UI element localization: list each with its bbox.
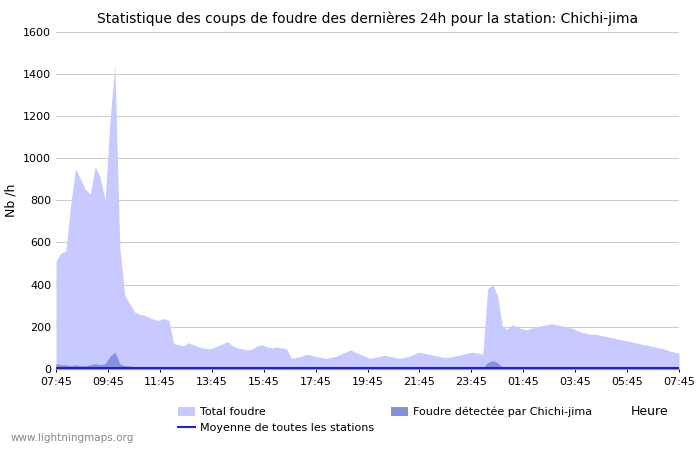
Y-axis label: Nb /h: Nb /h [4, 184, 18, 217]
Legend: Total foudre, Moyenne de toutes les stations, Foudre détectée par Chichi-jima: Total foudre, Moyenne de toutes les stat… [174, 402, 597, 438]
Text: www.lightningmaps.org: www.lightningmaps.org [10, 433, 134, 443]
Text: Heure: Heure [631, 405, 668, 418]
Title: Statistique des coups de foudre des dernières 24h pour la station: Chichi-jima: Statistique des coups de foudre des dern… [97, 12, 638, 26]
